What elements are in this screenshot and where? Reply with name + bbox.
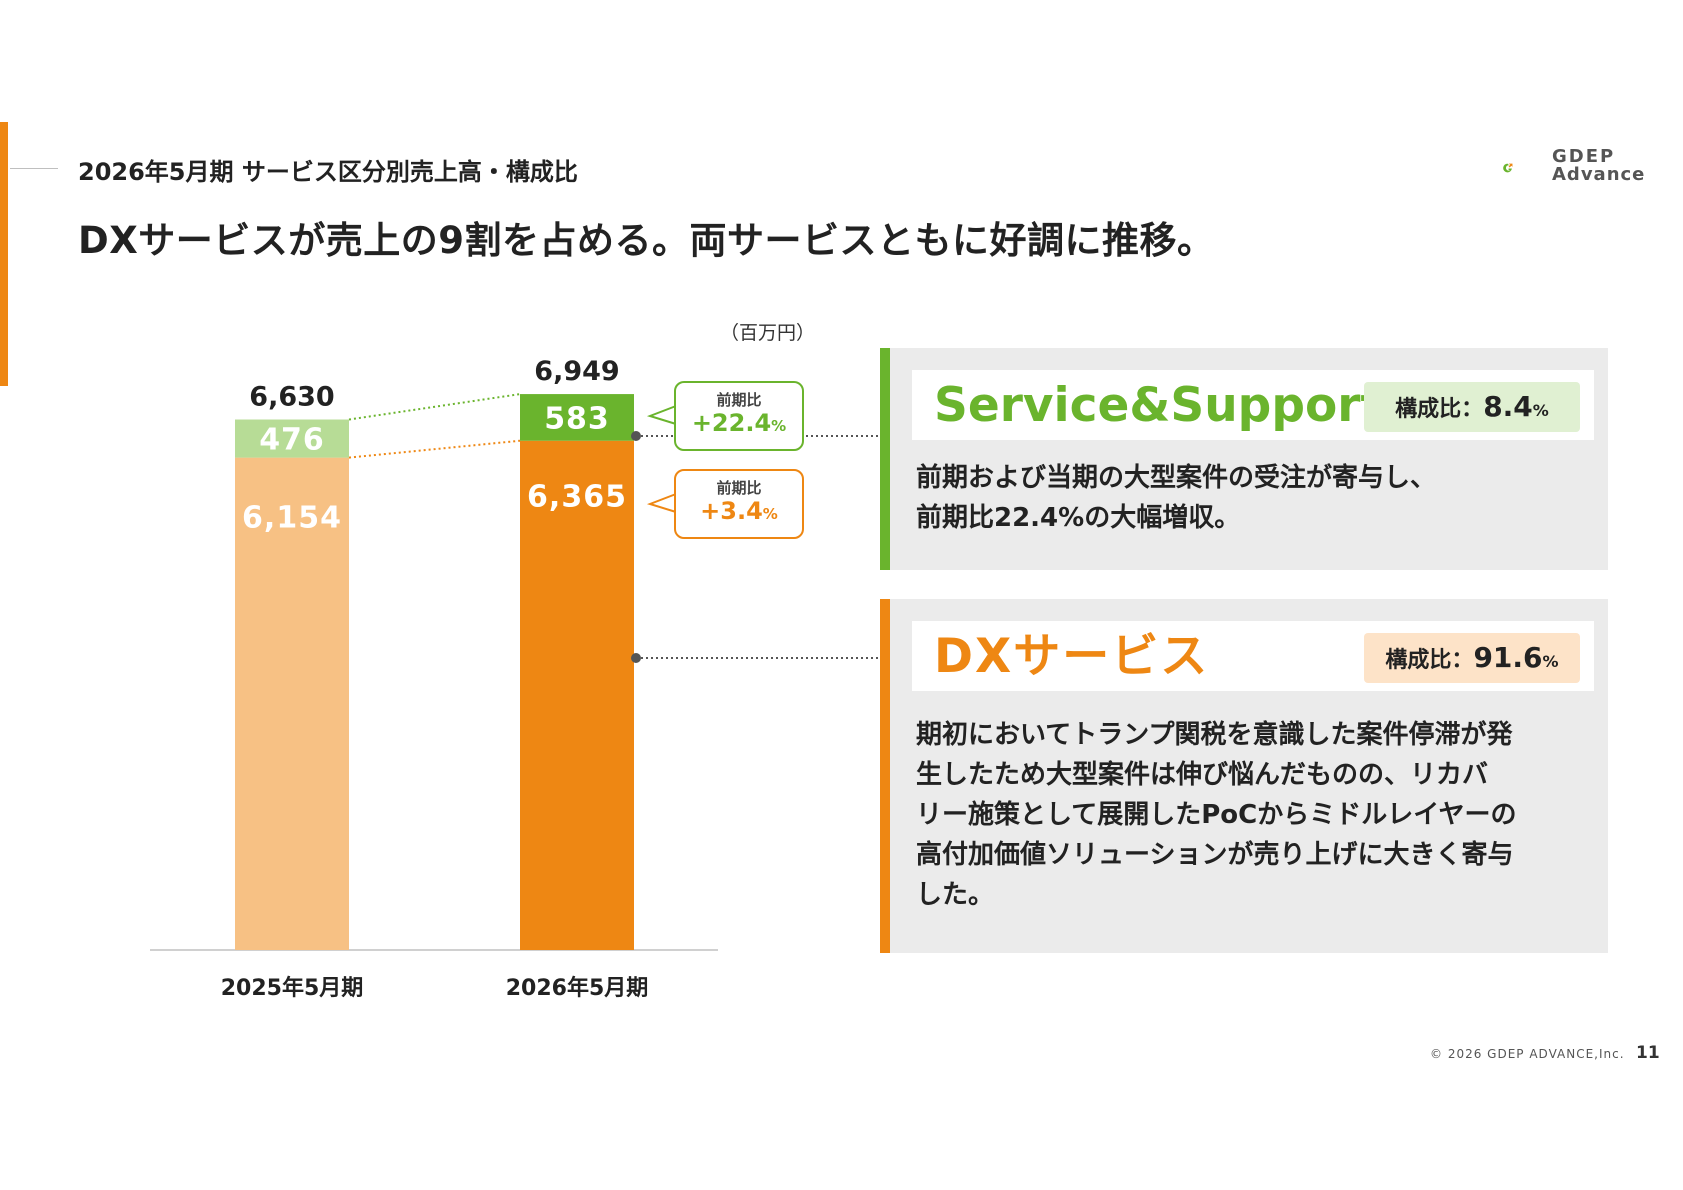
bar-dx-0 <box>235 457 349 950</box>
callout-dx-value: +3.4 <box>700 497 763 525</box>
chart-unit-label: （百万円） <box>720 322 816 344</box>
bar-ss-0 <box>235 419 349 458</box>
page-title: DXサービスが売上の9割を占める。両サービスともに好調に推移。 <box>78 219 1215 262</box>
data-label-ss-0: 476 <box>259 423 325 458</box>
data-label-dx-0: 6,154 <box>242 501 342 536</box>
copyright: © 2026 GDEP ADVANCE,Inc. <box>1430 1047 1625 1061</box>
callout-ss-label: 前期比 <box>716 391 762 409</box>
bar-ss-1 <box>520 394 634 441</box>
page-number: 11 <box>1636 1043 1660 1063</box>
leader-dot-ss <box>631 431 641 441</box>
panel-dx-ratio-value: 91.6 <box>1473 641 1543 674</box>
bar-dx-1 <box>520 440 634 950</box>
callout-ss-pointer <box>646 405 677 425</box>
total-label-0: 6,630 <box>249 382 334 413</box>
callout-dx-unit: % <box>762 505 778 523</box>
callout-ss-value: +22.4 <box>691 409 772 437</box>
panel-ss-ratio-badge: 構成比：8.4% <box>1364 382 1580 432</box>
connector-dx <box>348 439 521 459</box>
callout-ss-growth: 前期比 +22.4% <box>674 381 804 451</box>
panel-dx-header: DXサービス 構成比：91.6% <box>912 621 1594 691</box>
panel-ss-ratio-value: 8.4 <box>1483 390 1533 423</box>
header-rule <box>10 168 58 169</box>
connector-ss <box>348 393 521 421</box>
page-subtitle: 2026年5月期 サービス区分別売上高・構成比 <box>78 158 578 186</box>
panel-dx-ratio-unit: % <box>1542 652 1559 671</box>
panel-dx-accent <box>880 599 890 953</box>
panel-ss-body: 前期および当期の大型案件の受注が寄与し、 前期比22.4%の大幅増収。 <box>916 463 1437 533</box>
callout-ss-unit: % <box>771 417 787 435</box>
panel-ss-header: Service&Support 構成比：8.4% <box>912 370 1594 440</box>
company-logo-icon <box>1503 163 1513 173</box>
data-label-ss-1: 583 <box>544 401 610 436</box>
logo-text-advance: Advance <box>1552 164 1646 185</box>
panel-dx-ratio-badge: 構成比：91.6% <box>1364 633 1580 683</box>
category-label-1: 2026年5月期 <box>506 975 649 1001</box>
callout-dx-growth: 前期比 +3.4% <box>674 469 804 539</box>
total-label-1: 6,949 <box>534 356 619 387</box>
logo-text-gdep: GDEP <box>1552 146 1616 167</box>
data-label-dx-1: 6,365 <box>527 480 627 515</box>
panel-ss-title: Service&Support <box>934 378 1383 433</box>
panel-dx-title: DXサービス <box>934 629 1210 684</box>
accent-bar <box>0 122 8 386</box>
panel-dx-ratio-label: 構成比： <box>1385 648 1474 673</box>
panel-ss-ratio-unit: % <box>1532 401 1549 420</box>
panel-dx-body: 期初においてトランプ関税を意識した案件停滞が発 生したため大型案件は伸び悩んだも… <box>916 720 1517 910</box>
panel-dx-service: DXサービス 構成比：91.6% 期初においてトランプ関税を意識した案件停滞が発… <box>880 599 1608 953</box>
panel-ss-ratio-label: 構成比： <box>1395 397 1484 422</box>
panel-ss-accent <box>880 348 890 570</box>
panel-service-support: Service&Support 構成比：8.4% 前期および当期の大型案件の受注… <box>880 348 1608 570</box>
callout-dx-pointer <box>646 493 677 513</box>
leader-dot-dx <box>631 653 641 663</box>
category-label-0: 2025年5月期 <box>221 975 364 1001</box>
callout-dx-label: 前期比 <box>716 479 762 497</box>
